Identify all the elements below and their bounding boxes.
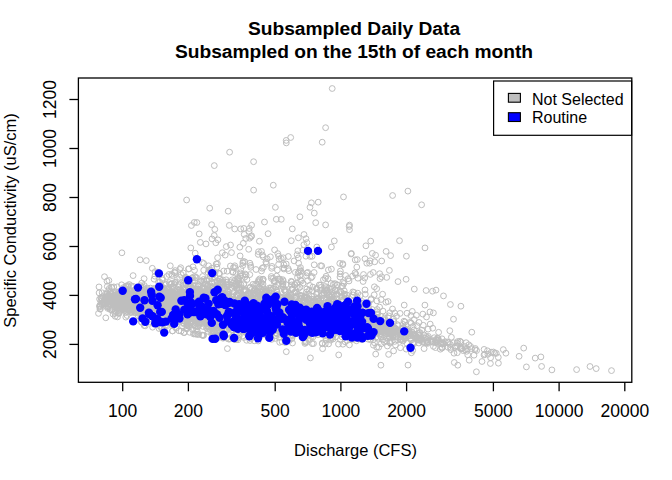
svg-text:10000: 10000 bbox=[535, 401, 584, 421]
svg-text:20000: 20000 bbox=[600, 401, 649, 421]
svg-text:400: 400 bbox=[40, 281, 60, 310]
svg-text:1200: 1200 bbox=[40, 80, 60, 119]
svg-text:200: 200 bbox=[40, 330, 60, 359]
svg-text:100: 100 bbox=[108, 401, 137, 421]
svg-text:5000: 5000 bbox=[474, 401, 513, 421]
svg-text:200: 200 bbox=[174, 401, 203, 421]
svg-text:1000: 1000 bbox=[321, 401, 360, 421]
svg-text:1000: 1000 bbox=[40, 129, 60, 168]
svg-text:Specific Conductivity (uS/cm): Specific Conductivity (uS/cm) bbox=[1, 113, 19, 328]
svg-text:500: 500 bbox=[261, 401, 290, 421]
svg-text:600: 600 bbox=[40, 232, 60, 261]
svg-text:Not Selected: Not Selected bbox=[532, 91, 624, 108]
svg-text:Subsampled on the 15th of each: Subsampled on the 15th of each month bbox=[175, 41, 533, 62]
svg-text:Routine: Routine bbox=[532, 109, 587, 126]
svg-text:800: 800 bbox=[40, 183, 60, 212]
svg-text:Subsampled Daily Data: Subsampled Daily Data bbox=[248, 18, 461, 39]
svg-text:Discharge (CFS): Discharge (CFS) bbox=[294, 441, 417, 459]
svg-text:2000: 2000 bbox=[387, 401, 426, 421]
